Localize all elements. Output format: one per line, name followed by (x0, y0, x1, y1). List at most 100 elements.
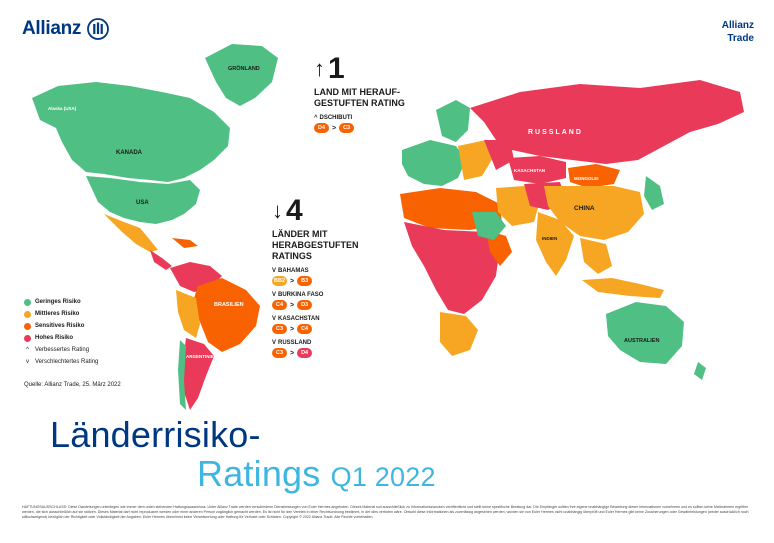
legend-item-sensitive: Sensitives Risiko (24, 320, 98, 332)
title-quarter: Q1 2022 (330, 462, 436, 492)
upgrade-item-country: DSCHIBUTI (319, 115, 353, 121)
greater-than-icon: > (290, 325, 295, 333)
region-argentinien (182, 338, 214, 410)
legend-swatch-sensitive (24, 322, 31, 330)
legend-label: Hohes Risiko (35, 335, 74, 341)
north-america (32, 44, 278, 270)
legend-swatch-low (24, 298, 31, 306)
greater-than-icon: > (332, 124, 337, 132)
rating-to-pill: D4 (297, 348, 313, 358)
region-indonesia (582, 278, 664, 298)
allianz-trade-line1: Allianz (721, 20, 754, 31)
source-note: Quelle: Allianz Trade, 25. März 2022 (24, 382, 121, 388)
label-russland: RUSSLAND (528, 129, 583, 136)
label-australien: AUSTRALIEN (624, 338, 659, 344)
upgrade-heading: LAND MIT HERAUF- GESTUFTEN RATING (314, 87, 429, 109)
region-russland (470, 80, 744, 164)
downgrade-item-country: BURKINA FASO (278, 292, 324, 298)
rating-to-pill: D3 (297, 300, 313, 310)
region-andes (176, 290, 200, 338)
page-title-line2: Ratings Q1 2022 (197, 455, 436, 496)
downgrade-heading-line1: LÄNDER MIT (272, 229, 328, 239)
south-america (170, 262, 260, 410)
region-kanada-alaska (32, 82, 230, 182)
region-ukraine-belarus (484, 140, 514, 170)
upgrade-count-row: ↑ 1 (314, 54, 429, 84)
legend-item-downgraded: v Verschlechtertes Rating (24, 356, 98, 368)
asia-oceania (470, 80, 744, 380)
region-mexico (104, 214, 158, 252)
legend-item-medium: Mittleres Risiko (24, 308, 98, 320)
label-argentinien: ARGENTINIEN (186, 354, 217, 359)
rating-from-pill: C3 (272, 324, 287, 334)
page-title-line1: Länderrisiko- (50, 414, 261, 455)
label-alaska: Alaska (USA) (48, 106, 77, 111)
label-brasilien: BRASILIEN (214, 302, 244, 308)
downgrade-heading: LÄNDER MIT HERABGESTUFTEN RATINGS (272, 229, 377, 262)
downgraded-caret-icon: v (272, 340, 277, 346)
label-mongolei: MONGOLEI (574, 176, 599, 181)
label-indien: INDIEN (542, 236, 557, 241)
rating-to-pill: B3 (297, 276, 313, 286)
region-arabia (472, 212, 506, 240)
legend-label: Verbessertes Rating (35, 347, 90, 353)
legend-item-upgraded: ^ Verbessertes Rating (24, 344, 98, 356)
label-kanada: KANADA (116, 150, 143, 156)
label-kasachstan: KASACHSTAN (514, 168, 545, 173)
downgraded-caret-icon: v (272, 316, 277, 322)
rating-to-pill: C3 (339, 123, 355, 133)
legend-label: Geringes Risiko (35, 299, 81, 305)
upgrade-count: 1 (328, 52, 345, 85)
region-southeast-asia (580, 238, 612, 274)
rating-to-pill: C4 (297, 324, 313, 334)
region-new-zealand (694, 362, 706, 380)
region-western-europe (402, 140, 466, 186)
downgraded-caret-icon: v (272, 292, 277, 298)
legend-label: Verschlechtertes Rating (35, 359, 99, 365)
label-usa: USA (136, 200, 149, 206)
legend-label: Mittleres Risiko (35, 311, 80, 317)
rating-from-pill: C4 (272, 300, 287, 310)
upgrade-heading-line1: LAND MIT HERAUF- (314, 87, 400, 97)
region-japan-korea (644, 176, 664, 210)
downgrade-item-country: BAHAMAS (278, 268, 309, 274)
disclaimer-text: HAFTUNGSAUSSCHLUSS: Diese Darstellungen … (22, 505, 749, 519)
downgrade-item-bahamas: v BAHAMAS BB2 > B3 (272, 268, 377, 286)
allianz-eagle-icon (87, 18, 110, 40)
rating-from-pill: D4 (314, 123, 329, 133)
region-indien (536, 212, 574, 276)
upgraded-caret-icon: ^ (26, 347, 29, 353)
greater-than-icon: > (290, 301, 295, 309)
allianz-trade-logo: Allianz Trade (722, 19, 754, 45)
allianz-logo: Allianz (22, 18, 110, 40)
legend-label: Sensitives Risiko (35, 323, 85, 329)
downgraded-caret-icon: v (272, 268, 277, 274)
rating-from-pill: BB2 (272, 276, 288, 286)
region-scandinavia (436, 100, 470, 142)
label-groenland: GRÖNLAND (228, 65, 260, 72)
downgrade-arrow-icon: ↓ (272, 198, 283, 223)
region-australien (606, 302, 684, 364)
greater-than-icon: > (290, 349, 295, 357)
legend-item-low: Geringes Risiko (24, 296, 98, 308)
upgrade-arrow-icon: ↑ (314, 56, 325, 81)
map-legend: Geringes Risiko Mittleres Risiko Sensiti… (24, 296, 98, 368)
downgrade-count: 4 (286, 194, 303, 227)
region-brasilien (192, 278, 260, 352)
allianz-trade-line2: Trade (727, 33, 754, 44)
legend-item-high: Hohes Risiko (24, 332, 98, 344)
rating-from-pill: C3 (272, 348, 287, 358)
downgraded-caret-icon: v (26, 359, 29, 365)
downgrade-item-russland: v RUSSLAND C3 > D4 (272, 340, 377, 358)
region-usa (86, 176, 200, 224)
upgrade-panel: ↑ 1 LAND MIT HERAUF- GESTUFTEN RATING ^ D… (314, 54, 429, 133)
label-china: CHINA (574, 205, 595, 212)
world-risk-map: GRÖNLAND Alaska (USA) KANADA USA BRASILI… (32, 44, 744, 410)
upgraded-caret-icon: ^ (314, 115, 318, 121)
upgrade-heading-line2: GESTUFTEN RATING (314, 98, 405, 108)
greater-than-icon: > (290, 277, 295, 285)
downgrade-item-kasachstan: v KASACHSTAN C3 > C4 (272, 316, 377, 334)
region-kasachstan (508, 156, 566, 184)
region-mongolei (568, 164, 620, 188)
legend-swatch-medium (24, 310, 31, 318)
